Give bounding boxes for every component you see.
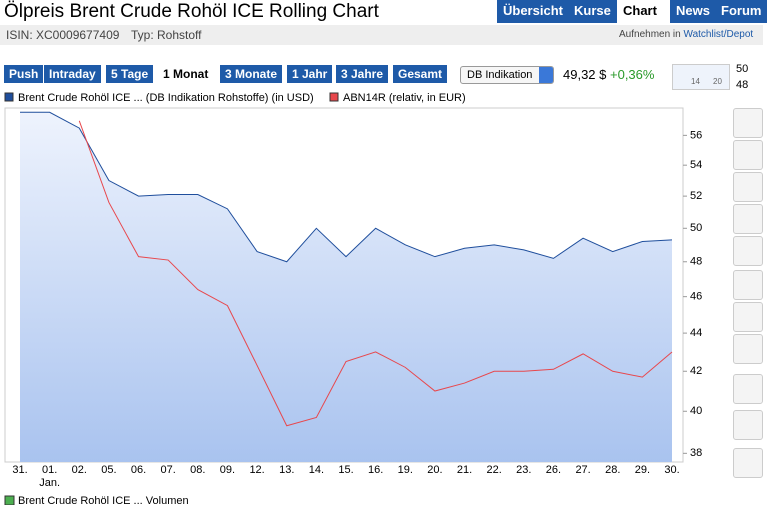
x-tick-label: 15. bbox=[338, 464, 353, 476]
x-tick-label: 06. bbox=[131, 464, 146, 476]
x-tick-label: 20. bbox=[427, 464, 442, 476]
zoom-in[interactable] bbox=[733, 270, 763, 300]
x-tick-label: 31. bbox=[12, 464, 27, 476]
x-tick-label: 22. bbox=[487, 464, 502, 476]
x-tick-label: 19. bbox=[398, 464, 413, 476]
area-fill bbox=[20, 112, 672, 462]
x-tick-label: 28. bbox=[605, 464, 620, 476]
print[interactable] bbox=[733, 374, 763, 404]
nav-tab[interactable]: Chart bbox=[617, 0, 663, 23]
x-tick-label: 01. bbox=[42, 464, 57, 476]
period-button[interactable]: 5 Tage bbox=[106, 65, 154, 83]
zoom-out[interactable] bbox=[733, 302, 763, 332]
fullscreen[interactable] bbox=[733, 448, 763, 478]
select-text: DB Indikation bbox=[467, 69, 533, 81]
line-series bbox=[78, 120, 673, 427]
period-button[interactable]: 3 Jahre bbox=[336, 65, 389, 83]
x-tick-label: 23. bbox=[516, 464, 531, 476]
legend-swatch bbox=[329, 92, 339, 102]
tool-settings[interactable] bbox=[733, 204, 763, 234]
volume-swatch bbox=[4, 495, 15, 505]
x-tick-label: 09. bbox=[220, 464, 235, 476]
x-tick-label: 27. bbox=[575, 464, 590, 476]
mini-lo: 48 bbox=[736, 79, 749, 91]
x-tick-label: 21. bbox=[457, 464, 472, 476]
x-tick-label: 05. bbox=[101, 464, 116, 476]
y-tick-label: 48 bbox=[690, 256, 702, 268]
x-tick-label: 26. bbox=[546, 464, 561, 476]
period-button[interactable]: Intraday bbox=[44, 65, 101, 83]
watchlist-link[interactable]: Watchlist/Depot bbox=[683, 29, 754, 40]
y-tick-label: 54 bbox=[690, 159, 702, 171]
change: +0,36% bbox=[610, 67, 655, 82]
y-tick-label: 46 bbox=[690, 291, 702, 303]
y-tick-label: 52 bbox=[690, 190, 702, 202]
period-button[interactable]: 1 Monat bbox=[158, 65, 214, 83]
nav-tab[interactable]: Kurse bbox=[568, 0, 617, 23]
line-series bbox=[20, 111, 673, 263]
y-tick-label: 40 bbox=[690, 405, 702, 417]
mini-chart: 14 20 bbox=[672, 64, 730, 90]
indicator-select[interactable]: DB Indikation bbox=[460, 66, 554, 84]
tool-line[interactable] bbox=[733, 108, 763, 138]
typ: Typ: Rohstoff bbox=[131, 28, 202, 42]
save[interactable] bbox=[733, 410, 763, 440]
period-button[interactable]: Push bbox=[4, 65, 44, 83]
x-month-label: Jan. bbox=[39, 477, 60, 489]
mini-hi: 50 bbox=[736, 63, 749, 75]
page-title: Ölpreis Brent Crude Rohöl ICE Rolling Ch… bbox=[4, 1, 379, 22]
nav-tab[interactable]: Forum bbox=[715, 0, 768, 23]
y-tick-label: 42 bbox=[690, 365, 702, 377]
y-tick-label: 44 bbox=[690, 327, 702, 339]
info-bar bbox=[0, 25, 763, 45]
mini-label: 20 bbox=[713, 77, 722, 86]
legend-label: Brent Crude Rohöl ICE ... (DB Indikation… bbox=[18, 92, 314, 104]
pointer[interactable] bbox=[733, 334, 763, 364]
x-tick-label: 16. bbox=[368, 464, 383, 476]
period-button[interactable]: Gesamt bbox=[393, 65, 448, 83]
x-tick-label: 13. bbox=[279, 464, 294, 476]
x-tick-label: 14. bbox=[309, 464, 324, 476]
legend-label: ABN14R (relativ, in EUR) bbox=[343, 92, 466, 104]
nav-tab[interactable]: News bbox=[670, 0, 716, 23]
period-button[interactable]: 1 Jahr bbox=[287, 65, 333, 83]
x-tick-label: 07. bbox=[161, 464, 176, 476]
add: Aufnehmen in bbox=[619, 29, 681, 40]
mini-label: 14 bbox=[691, 77, 700, 86]
legend-swatch bbox=[4, 92, 14, 102]
x-tick-label: 30. bbox=[664, 464, 679, 476]
x-tick-label: 02. bbox=[72, 464, 87, 476]
chart: Brent Crude Rohöl ICE ... Volumen 38 40 42… bbox=[4, 92, 702, 505]
y-tick-label: 38 bbox=[690, 447, 702, 459]
tool-draw[interactable] bbox=[733, 236, 763, 266]
tool-indicator[interactable] bbox=[733, 172, 763, 202]
y-tick-label: 50 bbox=[690, 222, 702, 234]
add-text: Aufnehmen in Watchlist/Depot bbox=[619, 29, 753, 40]
isin: ISIN: XC0009677409 bbox=[6, 28, 120, 42]
x-tick-label: 12. bbox=[249, 464, 264, 476]
period-button[interactable]: 3 Monate bbox=[220, 65, 283, 83]
volume-legend: Brent Crude Rohöl ICE ... Volumen bbox=[18, 495, 189, 505]
nav-tab[interactable]: Übersicht bbox=[497, 0, 569, 23]
tool-ohlc[interactable] bbox=[733, 140, 763, 170]
x-tick-label: 29. bbox=[635, 464, 650, 476]
price: 49,32 $ bbox=[563, 67, 607, 82]
x-tick-label: 08. bbox=[190, 464, 205, 476]
y-tick-label: 56 bbox=[690, 129, 702, 141]
